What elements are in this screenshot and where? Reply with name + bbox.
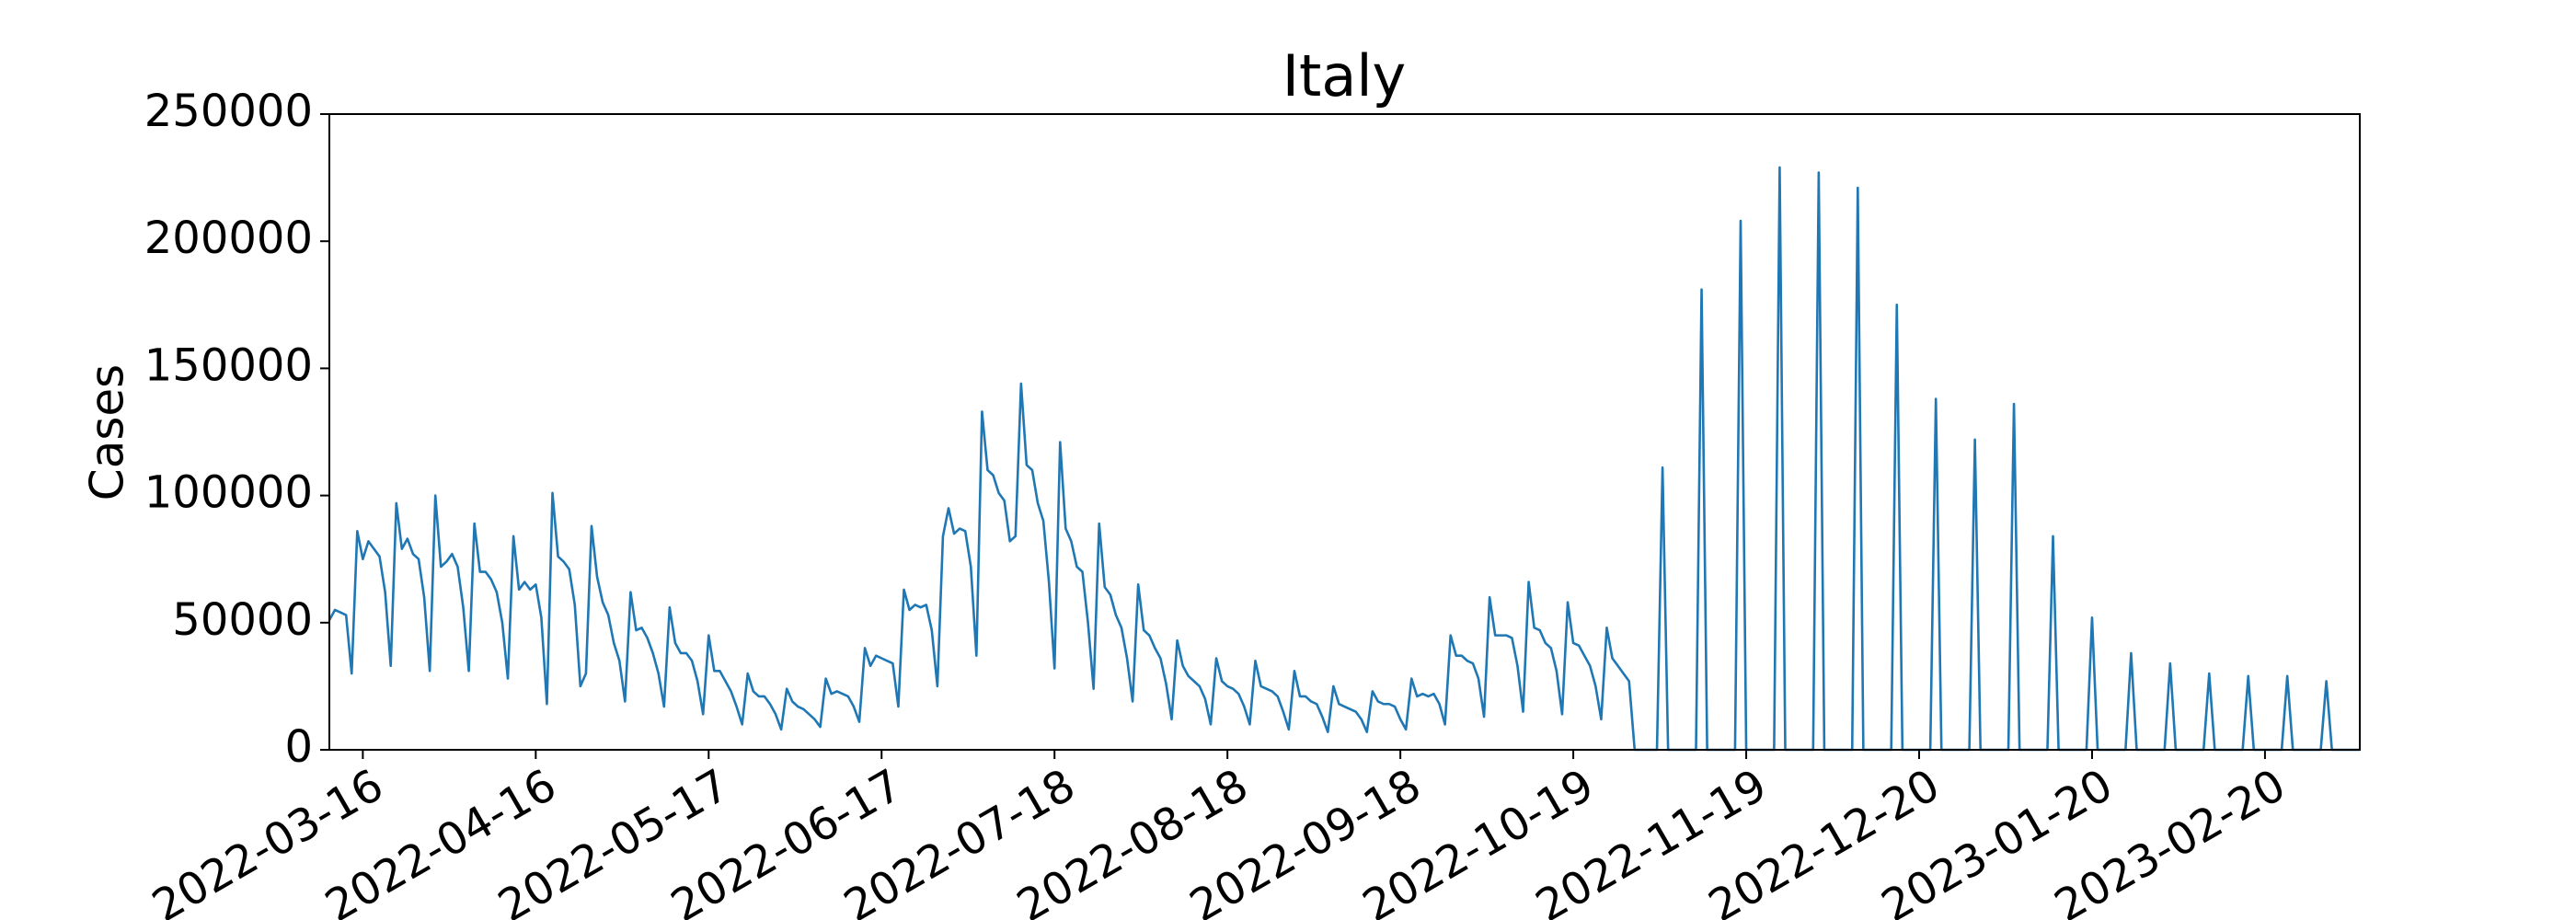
- y-tick-label: 200000: [144, 213, 313, 264]
- data-line: [328, 166, 2360, 752]
- y-axis-label: Cases: [81, 364, 134, 500]
- plot-frame: [328, 113, 2361, 751]
- y-tick-label: 100000: [144, 467, 313, 519]
- chart-title: Italy: [1282, 42, 1407, 109]
- y-tick-label: 150000: [144, 339, 313, 391]
- y-tick-label: 50000: [172, 594, 313, 646]
- y-tick-label: 0: [284, 721, 313, 773]
- y-tick-label: 250000: [144, 86, 313, 137]
